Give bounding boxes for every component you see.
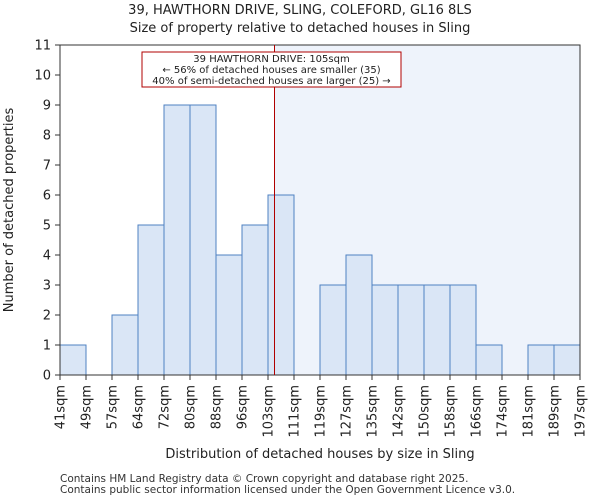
x-tick-label: 49sqm [80,385,95,429]
bar [527,344,555,376]
bar [345,254,373,376]
x-tick-label: 166sqm [470,385,485,438]
y-tick-label: 10 [34,69,51,84]
x-tick-label: 142sqm [392,385,407,438]
y-axis-label: Number of detached properties [2,108,17,313]
x-tick-label: 127sqm [340,385,355,438]
x-tick-label: 57sqm [106,385,121,429]
footer-line-1: Contains HM Land Registry data © Crown c… [60,473,469,485]
y-tick-label: 9 [43,99,51,114]
x-tick-label: 88sqm [210,385,225,429]
bar [553,344,581,376]
x-tick-label: 181sqm [522,385,537,438]
bar [163,104,191,376]
bar [267,194,295,376]
x-tick-label: 64sqm [132,385,147,429]
chart-title: 39, HAWTHORN DRIVE, SLING, COLEFORD, GL1… [128,3,472,18]
annotation-line-2: ← 56% of detached houses are smaller (35… [162,65,380,76]
x-tick-label: 41sqm [54,385,69,429]
x-tick-label: 174sqm [496,385,511,438]
y-tick-label: 2 [43,309,51,324]
bar [423,284,451,376]
y-tick-label: 5 [43,219,51,234]
x-axis-label: Distribution of detached houses by size … [165,447,474,462]
y-tick-label: 11 [34,39,51,54]
annotation-line-1: 39 HAWTHORN DRIVE: 105sqm [193,54,349,65]
x-tick-label: 158sqm [444,385,459,438]
y-tick-label: 7 [43,159,51,174]
bar [371,284,399,376]
x-tick-label: 189sqm [548,385,563,438]
y-tick-label: 8 [43,129,51,144]
bar [215,254,243,376]
bar [137,224,165,376]
x-tick-label: 72sqm [158,385,173,429]
y-tick-label: 4 [43,249,51,264]
y-tick-label: 6 [43,189,51,204]
x-tick-label: 80sqm [184,385,199,429]
chart-subtitle: Size of property relative to detached ho… [129,21,471,36]
y-tick-label: 0 [43,369,51,384]
annotation-box [141,51,402,88]
x-tick-label: 197sqm [574,385,589,438]
bar [189,104,217,376]
x-tick-label: 111sqm [288,385,303,438]
footer-line-2: Contains public sector information licen… [60,484,516,496]
bar [59,344,87,376]
x-tick-label: 119sqm [314,385,329,438]
x-tick-label: 135sqm [366,385,381,438]
bar [397,284,425,376]
x-tick-label: 103sqm [262,385,277,438]
bar [241,224,269,376]
x-tick-label: 150sqm [418,385,433,438]
bar [449,284,477,376]
bar [319,284,347,376]
y-tick-label: 3 [43,279,51,294]
annotation-line-3: 40% of semi-detached houses are larger (… [152,76,390,87]
bar [111,314,139,376]
x-tick-label: 96sqm [236,385,251,429]
bar [475,344,503,376]
y-tick-label: 1 [43,339,51,354]
